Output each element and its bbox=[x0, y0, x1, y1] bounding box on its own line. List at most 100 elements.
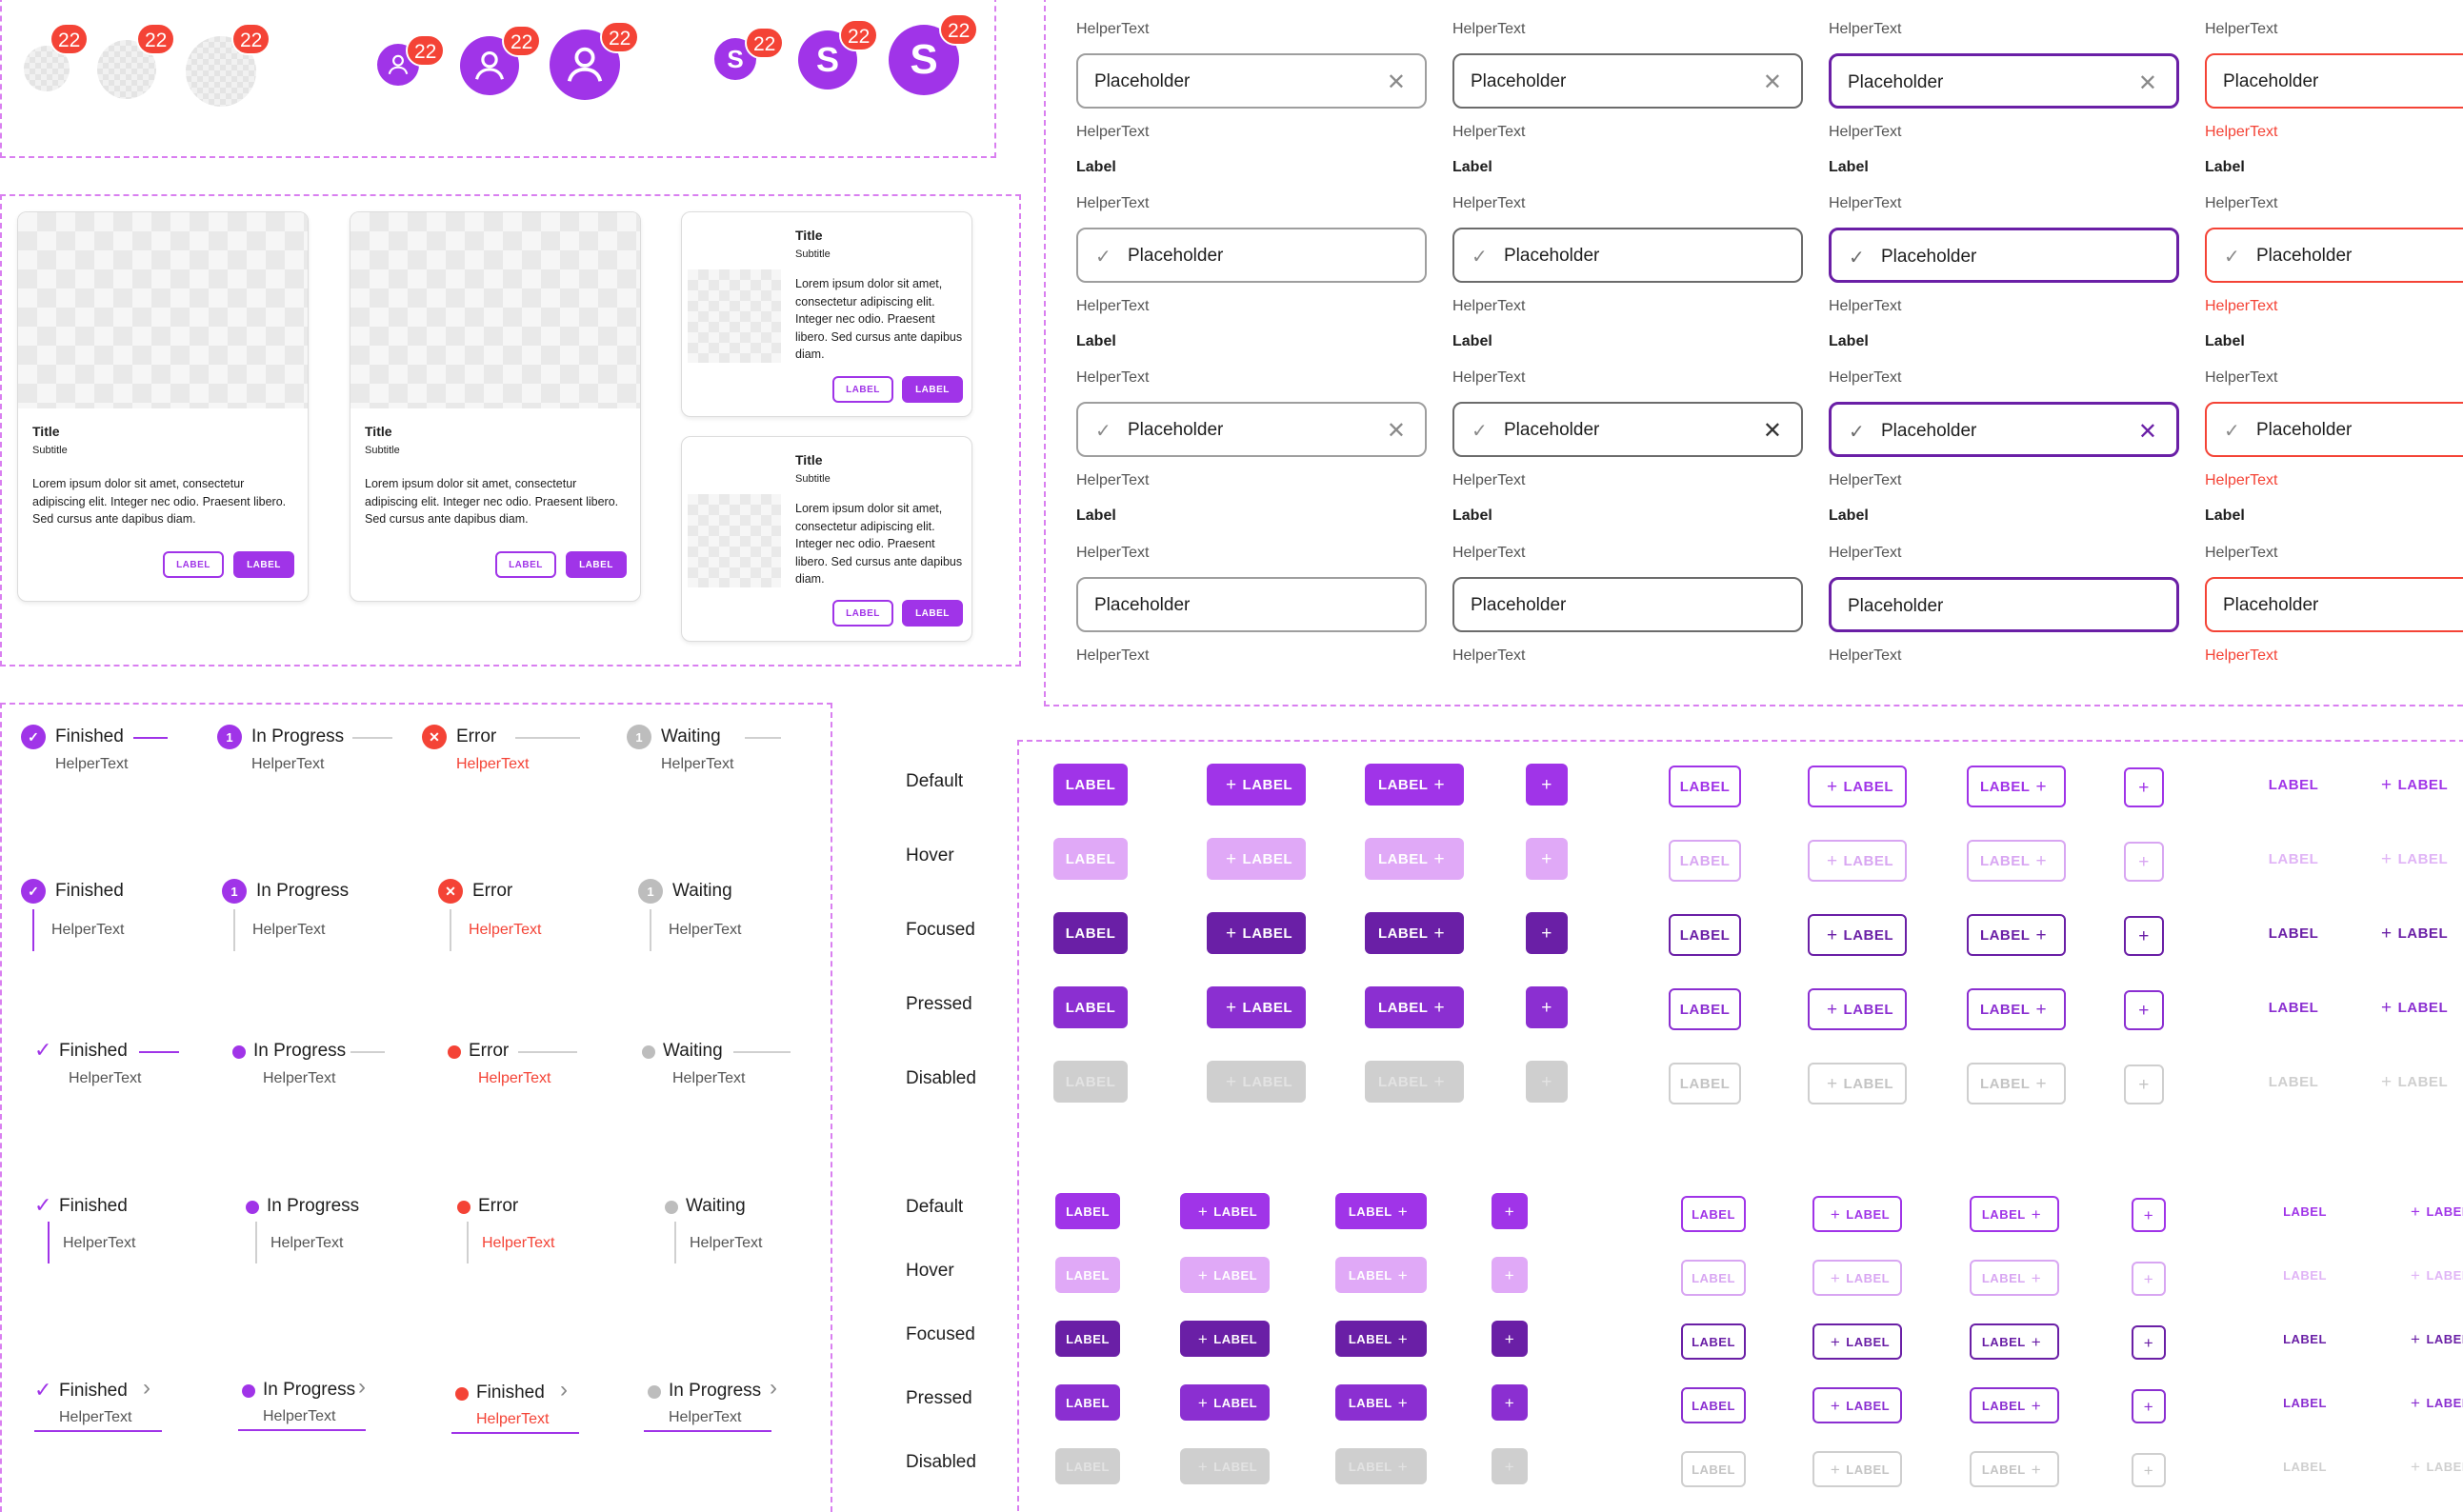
outline-button-trailing-icon[interactable]: LABEL + bbox=[1967, 1063, 2066, 1104]
filled-button[interactable]: LABEL bbox=[1053, 1061, 1128, 1103]
outline-button-leading-icon[interactable]: + LABEL bbox=[1808, 766, 1907, 807]
text-button-leading-icon[interactable]: +LABEL bbox=[2375, 986, 2463, 1028]
filled-button-leading-icon[interactable]: + LABEL bbox=[1207, 912, 1306, 954]
outline-button-trailing-icon[interactable]: LABEL + bbox=[1970, 1451, 2059, 1487]
outline-button[interactable]: LABEL bbox=[1681, 1323, 1746, 1360]
clear-icon[interactable]: ✕ bbox=[2137, 419, 2157, 445]
filled-button-trailing-icon[interactable]: LABEL + bbox=[1365, 986, 1464, 1028]
chevron-right-icon[interactable]: › bbox=[358, 1374, 366, 1400]
outline-button-leading-icon[interactable]: + LABEL bbox=[1808, 914, 1907, 956]
text-field[interactable]: Placeholder✕ bbox=[1452, 53, 1803, 109]
card-outline-button[interactable]: LABEL bbox=[832, 376, 893, 403]
outline-icon-button[interactable]: + bbox=[2124, 767, 2164, 807]
text-field[interactable]: ✓ Placeholder bbox=[1829, 228, 2179, 283]
filled-button-leading-icon[interactable]: + LABEL bbox=[1207, 986, 1306, 1028]
outline-button[interactable]: LABEL bbox=[1669, 766, 1741, 807]
text-button-leading-icon[interactable]: +LABEL bbox=[2405, 1321, 2463, 1357]
filled-button-trailing-icon[interactable]: LABEL + bbox=[1335, 1384, 1427, 1421]
outline-button[interactable]: LABEL bbox=[1681, 1451, 1746, 1487]
filled-button-trailing-icon[interactable]: LABEL + bbox=[1335, 1448, 1427, 1484]
outline-button[interactable]: LABEL bbox=[1681, 1387, 1746, 1423]
outline-button-trailing-icon[interactable]: LABEL + bbox=[1970, 1323, 2059, 1360]
filled-button-leading-icon[interactable]: + LABEL bbox=[1180, 1448, 1270, 1484]
card-filled-button[interactable]: LABEL bbox=[566, 551, 627, 578]
card-filled-button[interactable]: LABEL bbox=[902, 376, 963, 403]
outline-button-trailing-icon[interactable]: LABEL + bbox=[1967, 766, 2066, 807]
filled-button[interactable]: LABEL bbox=[1055, 1257, 1120, 1293]
filled-icon-button[interactable]: + bbox=[1492, 1257, 1528, 1293]
outline-button-trailing-icon[interactable]: LABEL + bbox=[1970, 1260, 2059, 1296]
text-button[interactable]: LABEL bbox=[2259, 1061, 2328, 1103]
filled-button-leading-icon[interactable]: + LABEL bbox=[1207, 1061, 1306, 1103]
text-field[interactable]: ✓ Placeholder bbox=[1076, 228, 1427, 283]
filled-button-leading-icon[interactable]: + LABEL bbox=[1207, 838, 1306, 880]
clear-icon[interactable]: ✕ bbox=[1386, 418, 1406, 444]
text-button[interactable]: LABEL bbox=[2271, 1321, 2339, 1357]
filled-button-trailing-icon[interactable]: LABEL + bbox=[1365, 1061, 1464, 1103]
filled-button-trailing-icon[interactable]: LABEL + bbox=[1335, 1193, 1427, 1229]
chevron-right-icon[interactable]: › bbox=[770, 1375, 777, 1401]
outline-button[interactable]: LABEL bbox=[1681, 1196, 1746, 1232]
card-vertical-1[interactable]: Title Subtitle Lorem ipsum dolor sit ame… bbox=[17, 211, 309, 602]
text-button[interactable]: LABEL bbox=[2259, 838, 2328, 880]
chevron-right-icon[interactable]: › bbox=[560, 1377, 568, 1403]
outline-button-trailing-icon[interactable]: LABEL + bbox=[1970, 1387, 2059, 1423]
outline-button-leading-icon[interactable]: + LABEL bbox=[1808, 1063, 1907, 1104]
text-button[interactable]: LABEL bbox=[2259, 912, 2328, 954]
text-button-leading-icon[interactable]: +LABEL bbox=[2405, 1257, 2463, 1293]
card-horizontal-2[interactable]: Title Subtitle Lorem ipsum dolor sit ame… bbox=[681, 436, 972, 642]
chevron-right-icon[interactable]: › bbox=[143, 1375, 150, 1401]
outline-icon-button[interactable]: + bbox=[2124, 842, 2164, 882]
filled-icon-button[interactable]: + bbox=[1526, 838, 1568, 880]
filled-button-leading-icon[interactable]: + LABEL bbox=[1180, 1321, 1270, 1357]
filled-button-trailing-icon[interactable]: LABEL + bbox=[1365, 764, 1464, 806]
filled-button-trailing-icon[interactable]: LABEL + bbox=[1335, 1321, 1427, 1357]
text-field[interactable]: Placeholder bbox=[2205, 577, 2463, 632]
card-outline-button[interactable]: LABEL bbox=[495, 551, 556, 578]
outline-icon-button[interactable]: + bbox=[2124, 916, 2164, 956]
text-field[interactable]: Placeholder✕ bbox=[2205, 53, 2463, 109]
filled-button-leading-icon[interactable]: + LABEL bbox=[1207, 764, 1306, 806]
outline-button[interactable]: LABEL bbox=[1669, 1063, 1741, 1104]
text-field[interactable]: ✓Placeholder✕ bbox=[1076, 402, 1427, 457]
filled-button[interactable]: LABEL bbox=[1055, 1193, 1120, 1229]
text-button-leading-icon[interactable]: +LABEL bbox=[2375, 764, 2463, 806]
text-field[interactable]: Placeholder bbox=[1452, 577, 1803, 632]
outline-icon-button[interactable]: + bbox=[2132, 1198, 2166, 1232]
text-button[interactable]: LABEL bbox=[2271, 1257, 2339, 1293]
outline-button-trailing-icon[interactable]: LABEL + bbox=[1970, 1196, 2059, 1232]
outline-icon-button[interactable]: + bbox=[2132, 1262, 2166, 1296]
text-field[interactable]: Placeholder✕ bbox=[1829, 53, 2179, 109]
outline-button-leading-icon[interactable]: + LABEL bbox=[1812, 1451, 1902, 1487]
outline-button[interactable]: LABEL bbox=[1669, 840, 1741, 882]
clear-icon[interactable]: ✕ bbox=[1762, 418, 1782, 444]
clear-icon[interactable]: ✕ bbox=[1762, 70, 1782, 95]
text-button[interactable]: LABEL bbox=[2271, 1448, 2339, 1484]
text-button[interactable]: LABEL bbox=[2271, 1384, 2339, 1421]
outline-button[interactable]: LABEL bbox=[1681, 1260, 1746, 1296]
clear-icon[interactable]: ✕ bbox=[2137, 70, 2157, 96]
filled-icon-button[interactable]: + bbox=[1526, 986, 1568, 1028]
filled-icon-button[interactable]: + bbox=[1492, 1448, 1528, 1484]
outline-button-trailing-icon[interactable]: LABEL + bbox=[1967, 840, 2066, 882]
text-field[interactable]: ✓Placeholder✕ bbox=[2205, 402, 2463, 457]
card-horizontal-1[interactable]: Title Subtitle Lorem ipsum dolor sit ame… bbox=[681, 211, 972, 417]
text-button-leading-icon[interactable]: +LABEL bbox=[2405, 1384, 2463, 1421]
card-outline-button[interactable]: LABEL bbox=[832, 600, 893, 627]
filled-icon-button[interactable]: + bbox=[1492, 1384, 1528, 1421]
card-vertical-2[interactable]: Title Subtitle Lorem ipsum dolor sit ame… bbox=[350, 211, 641, 602]
filled-icon-button[interactable]: + bbox=[1492, 1321, 1528, 1357]
filled-icon-button[interactable]: + bbox=[1492, 1193, 1528, 1229]
filled-button[interactable]: LABEL bbox=[1055, 1321, 1120, 1357]
card-filled-button[interactable]: LABEL bbox=[233, 551, 294, 578]
text-button-leading-icon[interactable]: +LABEL bbox=[2375, 912, 2463, 954]
filled-button[interactable]: LABEL bbox=[1053, 838, 1128, 880]
text-button-leading-icon[interactable]: +LABEL bbox=[2375, 1061, 2463, 1103]
outline-button-leading-icon[interactable]: + LABEL bbox=[1812, 1323, 1902, 1360]
filled-button-leading-icon[interactable]: + LABEL bbox=[1180, 1257, 1270, 1293]
filled-button[interactable]: LABEL bbox=[1053, 764, 1128, 806]
text-button-leading-icon[interactable]: +LABEL bbox=[2405, 1193, 2463, 1229]
outline-icon-button[interactable]: + bbox=[2124, 1064, 2164, 1104]
text-field[interactable]: ✓ Placeholder bbox=[2205, 228, 2463, 283]
card-filled-button[interactable]: LABEL bbox=[902, 600, 963, 627]
